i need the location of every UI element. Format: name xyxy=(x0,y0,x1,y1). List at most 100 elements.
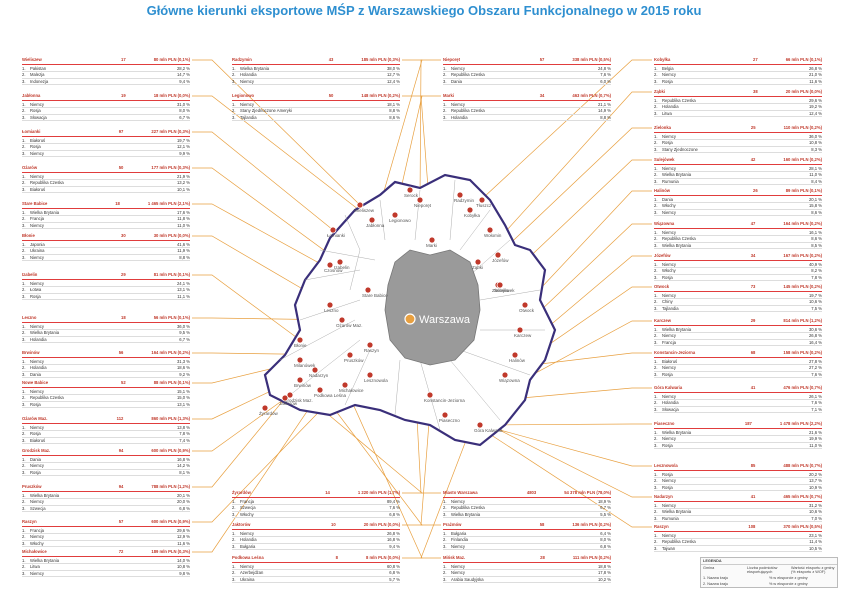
country-row: 1. Niemcy 18,9 % xyxy=(443,498,611,506)
exporter-count: 112 xyxy=(116,416,124,421)
city-marker: Łomianki xyxy=(327,226,345,238)
city-dot xyxy=(441,411,449,419)
municipality-name: Jaktorów xyxy=(232,522,251,527)
city-label: Jaktorów xyxy=(279,401,298,406)
city-marker: Marki xyxy=(426,236,437,248)
city-label: Podkowa Leśna xyxy=(314,393,347,398)
box-header: Halinów 26 89 mln PLN (0,1%) xyxy=(654,188,822,196)
exporter-count: 41 xyxy=(750,494,756,499)
city-dot xyxy=(326,261,334,269)
export-value: 158 mln PLN (0,2%) xyxy=(783,350,822,355)
box-header: Nowe Babice 52 88 mln PLN (0,1%) xyxy=(22,380,190,388)
box-header: Stare Babice 18 1 465 mln PLN (2,1%) xyxy=(22,201,190,209)
municipality-box: Nieporęt 57 338 mln PLN (0,5%) 1. Niemcy 24,8… xyxy=(443,57,611,86)
city-label: Radzymin xyxy=(454,198,475,203)
city-marker: Stare Babice xyxy=(362,286,388,298)
leader-line xyxy=(420,409,441,526)
box-header: Marki 34 463 mln PLN (0,7%) xyxy=(443,93,611,101)
box-header: Kobyłka 27 66 mln PLN (0,1%) xyxy=(654,57,822,65)
leader-line xyxy=(444,414,652,467)
city-marker: Leszno xyxy=(324,301,339,313)
city-label: Legionowo xyxy=(389,218,411,223)
exporter-count: 108 xyxy=(748,524,756,529)
municipality-name: Łomianki xyxy=(22,129,41,134)
city-label: Serock xyxy=(404,193,419,198)
exporter-count: 73 xyxy=(750,284,756,289)
city-label: Nieporęt xyxy=(414,203,432,208)
city-dot xyxy=(296,336,304,344)
export-value: 18 mln PLN (0,0%) xyxy=(153,93,190,98)
municipality-box: Błonie 30 30 mln PLN (0,0%) 1. Japonia 41,6 %… xyxy=(22,233,190,262)
country-row: 1. Niemcy 23,1 % xyxy=(654,532,822,540)
municipality-name: Raszyn xyxy=(22,519,37,524)
warsaw-label: Warszawa xyxy=(419,314,471,326)
municipality-box: Wieliszew 17 80 mln PLN (0,1%) 1. Pakistan 28… xyxy=(22,57,190,86)
municipality-name: Lesznowola xyxy=(654,463,678,468)
city-label: Michałowice xyxy=(339,388,364,393)
country-row: 3. Litwa 12,4 % xyxy=(654,110,822,118)
city-marker: Podkowa Leśna xyxy=(314,386,347,398)
export-value: 8 mln PLN (0,0%) xyxy=(366,555,400,560)
country-row: 3. Dania 6,0 % xyxy=(443,78,611,86)
country-row: 3. Rosja 11,0 % xyxy=(654,442,822,450)
country-row: 1. Niemcy 31,3 % xyxy=(22,358,190,366)
country-row: 2. Holandia 12,7 % xyxy=(232,72,400,79)
city-marker: Ożarów Maz. xyxy=(336,316,363,328)
export-value: 338 mln PLN (0,5%) xyxy=(572,57,611,62)
exporter-count: 34 xyxy=(750,253,756,258)
city-label: Góra Kalwaria xyxy=(474,428,503,433)
city-dot xyxy=(329,226,337,234)
city-dot xyxy=(516,326,524,334)
country-row: 1. Niemcy 60,8 % xyxy=(232,563,400,571)
country-row: 3. Niemcy 6,8 % xyxy=(443,543,611,551)
city-label: Karczew xyxy=(514,333,532,338)
country-row: 2. Republika Czeska 15,0 % xyxy=(22,395,190,402)
leader-line xyxy=(499,159,652,286)
exporter-count: 94 xyxy=(118,484,124,489)
municipality-box: Lesznowola 85 488 mln PLN (0,7%) 1. Rosja 20,… xyxy=(654,463,822,492)
city-dot xyxy=(281,394,289,402)
exporter-count: 38 xyxy=(753,89,758,94)
export-value: 189 mln PLN (0,3%) xyxy=(151,549,190,554)
city-label: Brwinów xyxy=(294,383,312,388)
exporter-count: 56 xyxy=(118,350,124,355)
country-row: 2. Wielka Brytania 9,5 % xyxy=(22,330,190,337)
export-value: 20 mln PLN (0,0%) xyxy=(363,522,400,527)
city-dot xyxy=(366,371,374,379)
export-value: 164 mln PLN (0,2%) xyxy=(151,350,190,355)
country-row: 1. Wielka Brytania 30,6 % xyxy=(654,326,822,334)
city-dot xyxy=(478,196,486,204)
city-marker: Michałowice xyxy=(339,381,364,393)
exporter-count: 29 xyxy=(750,318,756,323)
municipality-box: Jaktorów 10 20 mln PLN (0,0%) 1. Niemcy 26,8 … xyxy=(232,522,400,551)
city-dot xyxy=(466,206,474,214)
legend-header: Gmina Liczba podmiotów eksportujących Wart… xyxy=(703,566,835,574)
box-header: Mińsk Maz. 28 111 mln PLN (0,2%) xyxy=(443,555,611,563)
country-row: 1. Niemcy 18,1 % xyxy=(232,101,400,109)
legend: LEGENDA Gmina Liczba podmiotów eksportują… xyxy=(700,557,838,588)
city-marker: Błonie xyxy=(294,336,307,348)
city-dot xyxy=(474,258,482,266)
city-label: Żyrardów xyxy=(259,410,279,416)
box-header: Michałowice 72 189 mln PLN (0,3%) xyxy=(22,549,190,557)
country-row: 2. Niemcy 26,8 % xyxy=(654,333,822,340)
country-row: 2. Holandia 19,2 % xyxy=(654,104,822,111)
municipality-box: Karczew 29 814 mln PLN (1,2%) 1. Wielka Bryt… xyxy=(654,318,822,347)
city-dot xyxy=(296,376,304,384)
city-label: Tłuszcz xyxy=(476,203,492,208)
export-value: 600 mln PLN (0,9%) xyxy=(151,448,190,453)
box-header: Zielonka 25 110 mln PLN (0,2%) xyxy=(654,125,822,133)
box-header: Leszno 18 56 mln PLN (0,1%) xyxy=(22,315,190,323)
country-row: 1. Niemcy 31,0 % xyxy=(22,101,190,109)
exporter-count: 17 xyxy=(121,57,126,62)
country-row: 3. Rosja 10,9 % xyxy=(654,484,822,492)
municipality-box: Raszyn 57 600 mln PLN (0,9%) 1. Francja 29,6 … xyxy=(22,519,190,548)
exporter-count: 25 xyxy=(750,125,756,130)
box-header: Jaktorów 10 20 mln PLN (0,0%) xyxy=(232,522,400,530)
box-header: Nieporęt 57 338 mln PLN (0,5%) xyxy=(443,57,611,65)
country-row: 1. Niemcy 26,8 % xyxy=(232,530,400,538)
country-row: 1. Białoruś 19,7 % xyxy=(22,137,190,145)
city-label: Czosnów xyxy=(324,268,343,273)
city-label: Leszno xyxy=(324,308,339,313)
country-row: 2. Niemcy 21,0 % xyxy=(654,72,822,79)
